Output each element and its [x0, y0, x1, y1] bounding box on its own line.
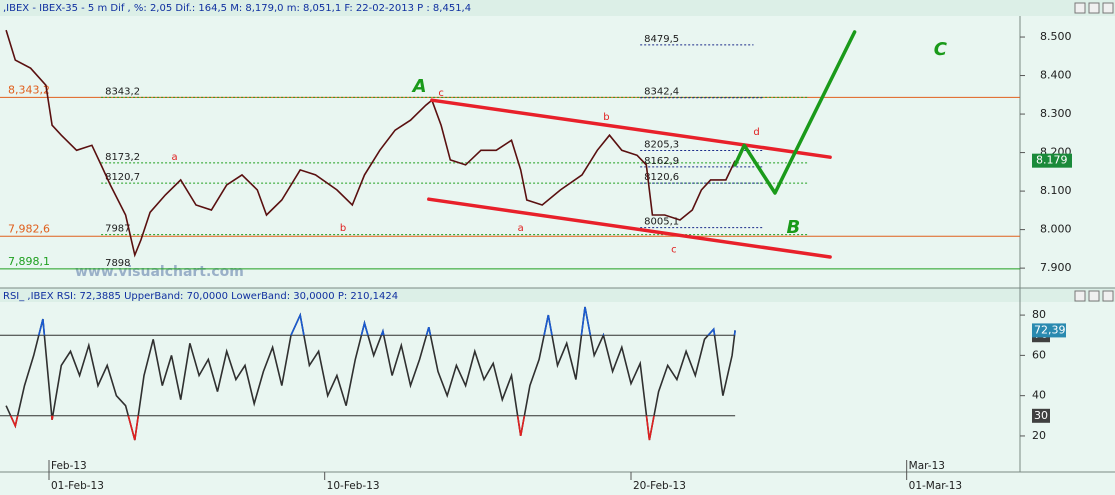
last-rsi-box	[1032, 323, 1066, 338]
band-label: 30	[1034, 409, 1048, 422]
trend-line	[430, 98, 832, 159]
price-title: ,IBEX - IBEX-35 - 5 m Dif , %: 2,05 Dif.…	[3, 3, 471, 14]
month-label: Feb-13	[51, 460, 87, 472]
price-header-bar	[0, 0, 1115, 16]
price-level-label: 7898	[105, 258, 130, 269]
y-tick-label: 8.300	[1040, 107, 1072, 120]
price-level-label: 8342,4	[644, 87, 679, 98]
x-tick-label: 01-Feb-13	[51, 480, 104, 492]
month-label: Mar-13	[909, 460, 945, 472]
price-level-label: 7987	[105, 224, 130, 235]
y-tick-label: 20	[1032, 429, 1046, 442]
wave-label: c	[671, 244, 677, 255]
y-tick-label: 8.100	[1040, 184, 1072, 197]
rsi-oversold	[9, 415, 655, 441]
wave-label: C	[934, 39, 948, 60]
price-level-label: 8005,1	[644, 217, 679, 228]
button[interactable]	[1088, 2, 1100, 14]
price-level-label: 8343,2	[105, 86, 140, 97]
trend-line	[733, 30, 857, 195]
price-level-label: 8205,3	[644, 140, 679, 151]
wave-label: a	[172, 152, 178, 163]
price-level-label: 8162,9	[644, 156, 679, 167]
watermark: www.visualchart.com	[75, 264, 244, 280]
wave-label: d	[753, 127, 759, 138]
price-level-label: 8120,6	[644, 172, 679, 183]
y-tick-label: 8.400	[1040, 69, 1072, 82]
trend-line	[427, 197, 832, 259]
rsi-title: RSI_ ,IBEX RSI: 72,3885 UpperBand: 70,00…	[3, 291, 398, 302]
price-level-label: 8120,7	[105, 172, 140, 183]
wave-label: a	[518, 223, 524, 234]
level-label: 8,343,2	[8, 83, 50, 96]
button[interactable]	[1074, 2, 1086, 14]
rsi-header-bar	[0, 288, 1115, 302]
y-tick-label: 8.500	[1040, 30, 1072, 43]
y-tick-label: 60	[1032, 348, 1046, 361]
price-level-label: 8479,5	[644, 34, 679, 45]
wave-label: A	[411, 76, 427, 97]
y-tick-label: 80	[1032, 308, 1046, 321]
x-tick-label: 20-Feb-13	[633, 480, 686, 492]
wave-label: B	[786, 217, 800, 238]
wave-label: b	[340, 223, 346, 234]
y-tick-label: 7.900	[1040, 261, 1072, 274]
level-label: 7,982,6	[8, 222, 50, 235]
button[interactable]	[1102, 2, 1114, 14]
price-line	[5, 29, 736, 258]
button[interactable]	[1102, 290, 1114, 302]
last-rsi-label: 72,39	[1034, 323, 1066, 336]
wave-label: b	[603, 112, 609, 123]
last-price-box	[1032, 153, 1072, 168]
x-tick-label: 10-Feb-13	[327, 480, 380, 492]
price-level-label: 8173,2	[105, 152, 140, 163]
window-buttons	[1074, 2, 1114, 302]
band-box	[1032, 408, 1050, 423]
level-label: 7,898,1	[8, 255, 50, 268]
wave-label: c	[438, 88, 444, 99]
button[interactable]	[1074, 290, 1086, 302]
y-tick-label: 40	[1032, 389, 1046, 402]
x-tick-label: 01-Mar-13	[909, 480, 962, 492]
last-price-label: 8.179	[1036, 154, 1068, 167]
y-tick-label: 8.000	[1040, 223, 1072, 236]
button[interactable]	[1088, 290, 1100, 302]
